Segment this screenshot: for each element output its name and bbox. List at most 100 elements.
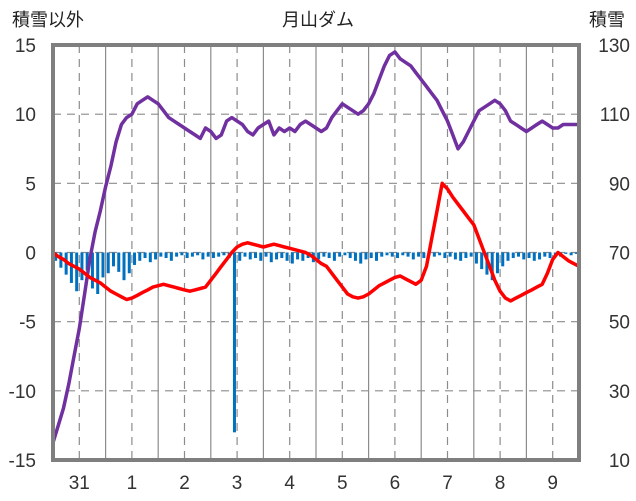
x-tick-2: 2 bbox=[179, 473, 190, 494]
x-tick-4: 4 bbox=[284, 473, 295, 494]
x-tick-1: 1 bbox=[127, 473, 138, 494]
bar-83 bbox=[490, 252, 494, 281]
bar-92 bbox=[538, 252, 542, 260]
bar-68 bbox=[411, 252, 415, 260]
right-tick-4: 50 bbox=[609, 313, 630, 334]
chart-title: 月山ダム bbox=[282, 10, 354, 31]
bar-34 bbox=[232, 252, 236, 433]
bar-88 bbox=[517, 252, 521, 257]
bar-58 bbox=[359, 252, 363, 264]
bar-53 bbox=[332, 252, 336, 261]
bar-60 bbox=[369, 252, 373, 259]
bar-6 bbox=[85, 252, 89, 271]
bar-20 bbox=[159, 252, 163, 257]
bar-41 bbox=[269, 252, 273, 263]
bar-55 bbox=[343, 252, 347, 256]
bar-47 bbox=[301, 252, 305, 261]
left-tick-4: -5 bbox=[19, 313, 36, 334]
left-tick-3: 0 bbox=[25, 244, 36, 265]
x-tick-3: 3 bbox=[232, 473, 243, 494]
bar-36 bbox=[243, 252, 247, 257]
bar-94 bbox=[548, 252, 552, 259]
bar-52 bbox=[327, 252, 331, 259]
x-tick-labels: 31 1 2 3 4 5 6 7 8 9 bbox=[69, 473, 558, 494]
bar-81 bbox=[480, 252, 484, 270]
bar-51 bbox=[322, 252, 326, 257]
bar-27 bbox=[196, 252, 200, 256]
bar-93 bbox=[543, 252, 547, 257]
bar-57 bbox=[353, 252, 357, 261]
bar-1 bbox=[59, 252, 63, 268]
bar-56 bbox=[348, 252, 352, 259]
bar-7 bbox=[90, 252, 94, 289]
bar-78 bbox=[464, 252, 468, 259]
right-tick-labels: 130 110 90 70 50 30 10 bbox=[598, 36, 630, 472]
bar-37 bbox=[248, 252, 252, 260]
bar-89 bbox=[522, 252, 526, 260]
bar-45 bbox=[290, 252, 294, 264]
x-tick-5: 5 bbox=[337, 473, 348, 494]
bar-67 bbox=[406, 252, 410, 257]
bar-14 bbox=[127, 252, 131, 274]
bar-18 bbox=[148, 252, 152, 263]
bar-15 bbox=[133, 252, 137, 265]
bar-10 bbox=[106, 252, 110, 274]
bar-3 bbox=[69, 252, 73, 283]
bar-35 bbox=[238, 252, 242, 261]
right-tick-3: 70 bbox=[609, 244, 630, 265]
bar-19 bbox=[154, 252, 158, 260]
bar-69 bbox=[417, 252, 421, 257]
bar-38 bbox=[254, 252, 258, 259]
x-tick-6: 6 bbox=[390, 473, 401, 494]
bar-79 bbox=[469, 252, 473, 257]
bar-29 bbox=[206, 252, 210, 257]
left-tick-5: -10 bbox=[9, 382, 36, 403]
x-tick-0: 31 bbox=[69, 473, 90, 494]
right-tick-5: 30 bbox=[609, 382, 630, 403]
bar-77 bbox=[459, 252, 463, 261]
right-tick-2: 90 bbox=[609, 174, 630, 195]
left-tick-2: 5 bbox=[25, 174, 36, 195]
bar-8 bbox=[96, 252, 100, 294]
bar-66 bbox=[401, 252, 405, 256]
bar-25 bbox=[185, 252, 189, 259]
bar-87 bbox=[511, 252, 515, 259]
bar-4 bbox=[75, 252, 79, 292]
left-tick-labels: 15 10 5 0 -5 -10 -15 bbox=[9, 36, 36, 472]
bar-9 bbox=[101, 252, 105, 278]
x-tick-9: 9 bbox=[547, 473, 558, 494]
bar-86 bbox=[506, 252, 510, 261]
bar-12 bbox=[117, 252, 121, 272]
bar-11 bbox=[111, 252, 115, 267]
bar-85 bbox=[501, 252, 505, 267]
series-line-0 bbox=[51, 50, 579, 444]
bar-61 bbox=[374, 252, 378, 261]
bar-74 bbox=[443, 252, 447, 259]
bar-84 bbox=[495, 252, 499, 274]
bar-16 bbox=[138, 252, 142, 261]
bar-63 bbox=[385, 252, 389, 256]
bar-97 bbox=[564, 252, 568, 254]
bar-5 bbox=[80, 252, 84, 281]
bar-42 bbox=[275, 252, 279, 260]
bar-50 bbox=[317, 252, 321, 260]
bar-73 bbox=[438, 252, 442, 256]
right-tick-1: 110 bbox=[600, 105, 630, 126]
bar-98 bbox=[569, 252, 573, 256]
bar-40 bbox=[264, 252, 268, 257]
bar-43 bbox=[280, 252, 284, 259]
bar-70 bbox=[422, 252, 426, 259]
x-tick-7: 7 bbox=[442, 473, 453, 494]
bar-76 bbox=[453, 252, 457, 260]
bar-39 bbox=[259, 252, 263, 261]
bar-90 bbox=[527, 252, 531, 259]
bar-30 bbox=[211, 252, 215, 259]
bar-44 bbox=[285, 252, 289, 261]
left-tick-0: 15 bbox=[15, 36, 36, 57]
series-line-1 bbox=[51, 181, 580, 303]
bar-17 bbox=[143, 252, 147, 259]
bar-31 bbox=[217, 252, 221, 257]
bar-21 bbox=[164, 252, 168, 259]
bar-59 bbox=[364, 252, 368, 260]
